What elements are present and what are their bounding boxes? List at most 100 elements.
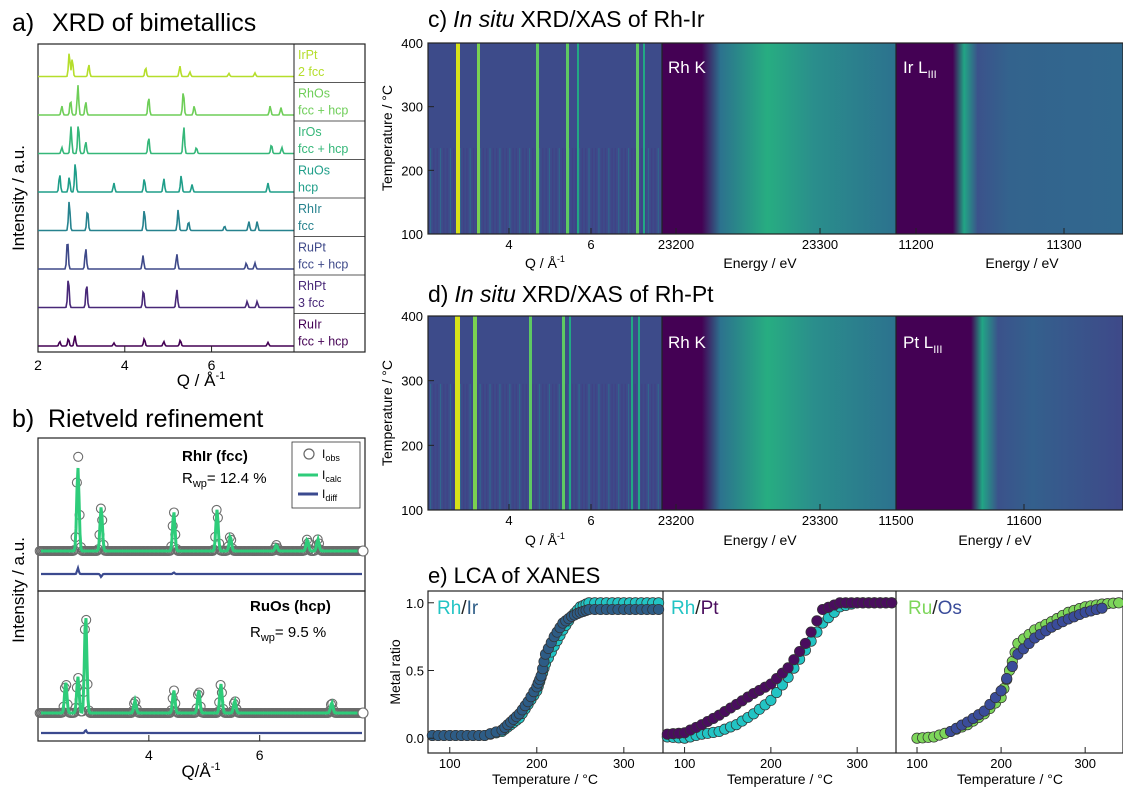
- panel-a: a) XRD of bimetallics IrPt 2 fcc RhOs fcc +…: [9, 9, 366, 390]
- legend-sample-phase: fcc: [298, 219, 314, 233]
- xrd-noise-streak: [581, 148, 583, 234]
- xrd-noise-streak: [611, 148, 613, 234]
- ru-os-title: Ru/Os: [908, 598, 962, 619]
- xrd-noise-streak: [608, 148, 610, 234]
- xrd-noise-streak: [522, 383, 524, 510]
- xrd-noise-streak: [641, 383, 643, 510]
- xrd-noise-streak: [489, 383, 491, 510]
- panel-e-heading: e) LCA of XANES: [428, 563, 600, 588]
- xrd-noise-streak: [651, 148, 653, 234]
- xrd-noise-streak: [618, 148, 620, 234]
- xrd-noise-streak: [479, 383, 481, 510]
- xrd-reflection-line: [529, 316, 532, 510]
- x-tick-label: 6: [587, 237, 594, 252]
- x-tick-label: 200: [760, 756, 782, 771]
- xrd-noise-streak: [614, 383, 616, 510]
- panel-d-rh-k-heatmap: [662, 316, 896, 510]
- xrd-noise-streak: [472, 148, 475, 234]
- panel-d-y-axis-label: Temperature / °C: [379, 360, 395, 466]
- xrd-noise-streak: [489, 148, 491, 234]
- xrd-noise-streak: [548, 148, 550, 234]
- legend-sample-phase: fcc + hcp: [298, 335, 348, 349]
- legend-sample-name: RhOs: [298, 87, 330, 101]
- xrd-noise-streak: [604, 148, 607, 234]
- lca-point-pt: [886, 597, 898, 609]
- xrd-noise-streak: [604, 383, 607, 510]
- xrd-noise-streak: [614, 148, 616, 234]
- xrd-noise-streak: [578, 383, 580, 510]
- x-tick-label: 4: [121, 357, 129, 373]
- panel-b-title: Rietveld refinement: [48, 405, 263, 433]
- xrd-noise-streak: [482, 148, 484, 234]
- y-tick-label: 0.5: [406, 664, 424, 679]
- xrd-reflection-line: [477, 43, 480, 234]
- xrd-noise-streak: [654, 148, 656, 234]
- lca-point-rh: [765, 694, 777, 706]
- panel-e-x-label-1: Temperature / °C: [492, 771, 598, 787]
- xrd-noise-streak: [628, 148, 630, 234]
- xrd-noise-streak: [433, 383, 435, 510]
- xrd-noise-streak: [439, 383, 442, 510]
- xrd-noise-streak: [624, 383, 626, 510]
- legend-sample-phase: fcc + hcp: [298, 258, 348, 272]
- xrd-noise-streak: [430, 383, 432, 510]
- xrd-noise-streak: [647, 148, 649, 234]
- xrd-noise-streak: [575, 148, 577, 234]
- xrd-noise-streak: [552, 383, 554, 510]
- xrd-noise-streak: [459, 383, 461, 510]
- xrd-noise-streak: [519, 148, 521, 234]
- rhir-sample-label: RhIr (fcc): [182, 448, 248, 465]
- xrd-noise-streak: [657, 148, 659, 234]
- xrd-noise-streak: [499, 148, 501, 234]
- xrd-trace-rhpt: [38, 280, 294, 309]
- xrd-trace-rhir: [38, 201, 294, 232]
- panel-d-xrd-x-label: Q / Å-1: [525, 531, 565, 548]
- panel-b: b) Rietveld refinement RhIr (fcc) Rwp= 1…: [9, 405, 369, 781]
- xrd-noise-streak: [453, 148, 455, 234]
- y-tick-label: 200: [401, 163, 423, 178]
- xrd-reflection-line: [536, 43, 539, 234]
- y-tick-label: 0.0: [406, 731, 424, 746]
- panel-e-x-label-3: Temperature / °C: [957, 771, 1063, 787]
- y-tick-label: 300: [401, 374, 423, 389]
- rh-ir-title: Rh/Ir: [437, 598, 479, 619]
- xrd-reflection-line: [455, 316, 460, 510]
- xrd-noise-streak: [433, 148, 435, 234]
- x-tick-label: 11300: [1046, 237, 1081, 252]
- xrd-noise-streak: [588, 383, 590, 510]
- xrd-noise-streak: [515, 383, 517, 510]
- panel-a-title: XRD of bimetallics: [52, 9, 256, 37]
- xrd-reflection-line: [577, 43, 579, 234]
- xrd-noise-streak: [571, 383, 574, 510]
- xrd-noise-streak: [585, 383, 587, 510]
- xrd-noise-streak: [647, 383, 649, 510]
- legend-sample-name: IrPt: [298, 48, 318, 62]
- xrd-noise-streak: [558, 148, 560, 234]
- x-tick-label: 100: [674, 756, 696, 771]
- x-tick-label: 11600: [1006, 513, 1041, 528]
- xrd-noise-streak: [542, 148, 544, 234]
- xrd-noise-streak: [492, 148, 494, 234]
- x-tick-label: 23300: [802, 237, 838, 252]
- xrd-noise-streak: [542, 383, 544, 510]
- xrd-noise-streak: [486, 148, 488, 234]
- panel-a-label: a): [12, 9, 34, 37]
- xrd-noise-streak: [436, 383, 438, 510]
- xrd-noise-streak: [641, 148, 643, 234]
- xrd-noise-streak: [562, 148, 564, 234]
- obs-point: [73, 451, 84, 462]
- x-tick-label: 200: [990, 756, 1012, 771]
- xrd-noise-streak: [571, 148, 574, 234]
- xrd-reflection-line: [631, 316, 633, 510]
- xrd-reflection-line: [636, 43, 639, 234]
- panel-d-xas2-x-label: Energy / eV: [958, 532, 1032, 548]
- xrd-noise-streak: [505, 383, 508, 510]
- panel-c-heading: c) In situ XRD/XAS of Rh-Ir: [428, 6, 705, 32]
- x-tick-label: 200: [526, 756, 548, 771]
- panel-e-points: [426, 597, 1123, 744]
- xrd-noise-streak: [624, 148, 626, 234]
- lca-point-pt: [794, 645, 806, 658]
- y-tick-label: 1.0: [406, 596, 424, 611]
- xrd-noise-streak: [449, 383, 451, 510]
